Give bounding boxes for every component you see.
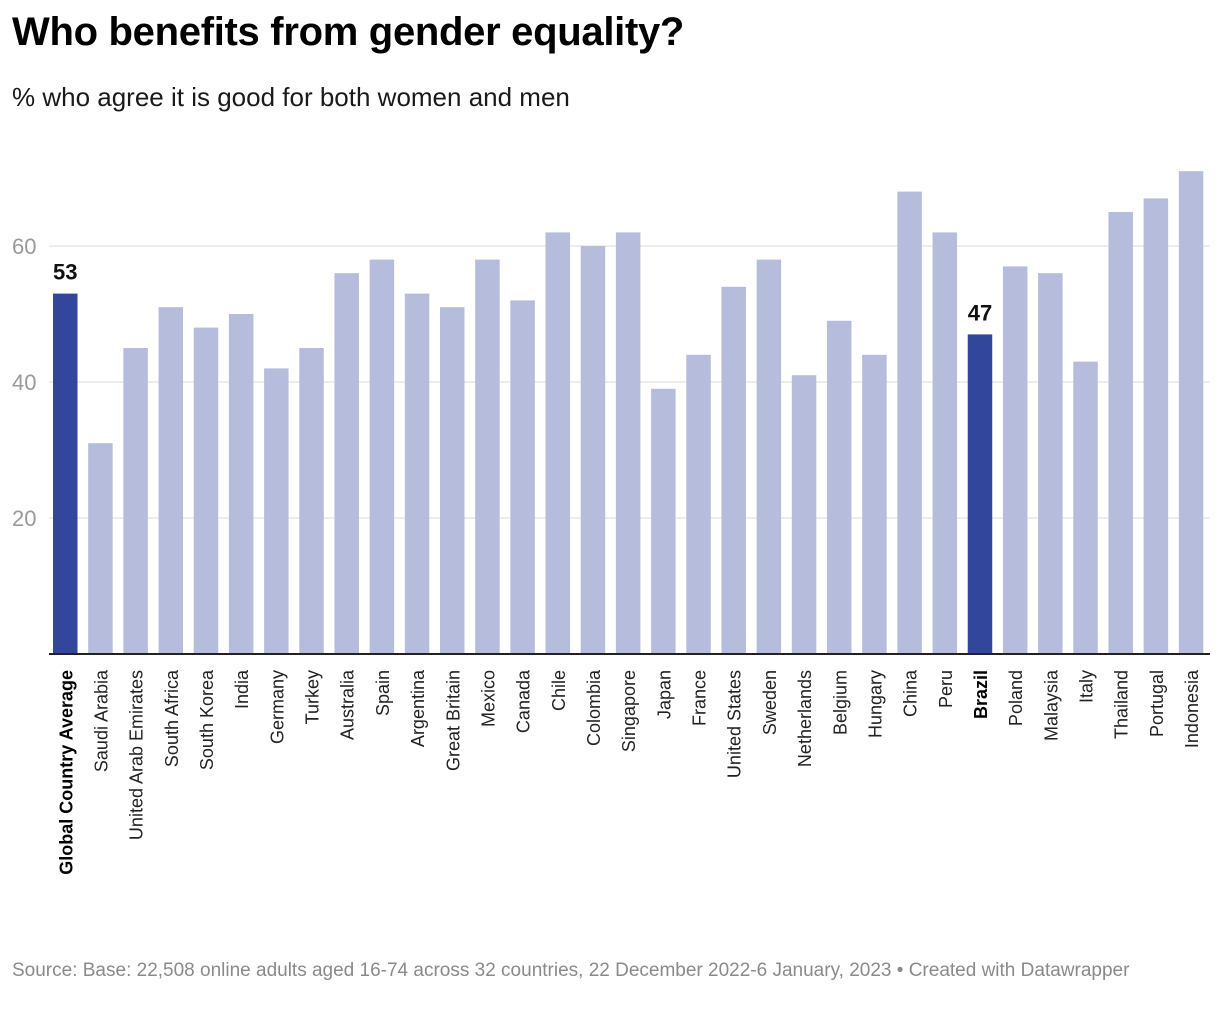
x-tick-label: Brazil — [971, 670, 991, 719]
credit-note: • Created with Datawrapper — [896, 960, 1130, 981]
x-tick-label: Germany — [267, 670, 287, 744]
bar-south-korea — [193, 327, 219, 654]
x-tick-label: Peru — [936, 670, 956, 708]
bar-colombia — [580, 246, 606, 654]
bar-mexico — [475, 259, 500, 654]
x-tick-label: France — [690, 670, 710, 726]
bar-thailand — [1108, 212, 1133, 654]
x-tick-label: Malaysia — [1041, 669, 1061, 741]
y-tick-label: 40 — [12, 370, 36, 395]
x-tick-label: Italy — [1077, 670, 1097, 703]
x-tick-label: Saudi Arabia — [91, 669, 111, 772]
x-tick-label: Belgium — [830, 670, 850, 735]
bar-great-britain — [440, 307, 465, 654]
bar-australia — [334, 273, 359, 654]
bar-singapore — [615, 232, 641, 654]
bar-india — [228, 314, 254, 654]
y-tick-label: 60 — [12, 234, 36, 259]
bar-canada — [510, 300, 535, 654]
x-tick-label: Thailand — [1112, 670, 1132, 739]
bar-turkey — [299, 348, 324, 654]
bar-netherlands — [791, 375, 817, 654]
x-tick-label: Sweden — [760, 670, 780, 735]
x-tick-label: Japan — [654, 670, 674, 719]
x-tick-label: Netherlands — [795, 670, 815, 767]
bar-china — [897, 191, 922, 654]
bar-sweden — [756, 259, 782, 654]
bar-peru — [932, 232, 958, 654]
bar-united-states — [721, 286, 746, 654]
x-tick-label: Chile — [549, 670, 569, 711]
bar-argentina — [404, 293, 430, 654]
x-tick-label: Global Country Average — [56, 670, 76, 875]
bar-indonesia — [1178, 171, 1204, 654]
x-tick-label: Portugal — [1147, 670, 1167, 737]
x-tick-label: China — [901, 669, 921, 717]
x-tick-label: Indonesia — [1182, 669, 1202, 748]
x-tick-label: United States — [725, 670, 745, 778]
chart-subtitle: % who agree it is good for both women an… — [12, 82, 570, 112]
data-label: 47 — [968, 300, 992, 325]
bar-portugal — [1143, 198, 1169, 654]
bar-united-arab-emirates — [123, 348, 148, 654]
x-tick-label: Colombia — [584, 669, 604, 746]
x-tick-label: Mexico — [478, 670, 498, 727]
x-tick-label: Singapore — [619, 670, 639, 752]
x-tick-label: India — [232, 669, 252, 709]
bar-spain — [369, 259, 395, 654]
bar-chile — [545, 232, 571, 654]
x-tick-label: Australia — [338, 669, 358, 740]
bars — [53, 171, 1204, 654]
bar-poland — [1002, 266, 1028, 654]
x-tick-label: Spain — [373, 670, 393, 716]
x-tick-label: Hungary — [865, 670, 885, 738]
bar-global-country-average — [53, 293, 78, 654]
bar-belgium — [827, 320, 852, 654]
x-tick-label: Turkey — [303, 670, 323, 724]
chart-title: Who benefits from gender equality? — [12, 10, 685, 54]
bar-italy — [1073, 361, 1098, 654]
bar-japan — [651, 388, 676, 654]
x-axis: Global Country Average Saudi Arabia United… — [49, 653, 1210, 875]
bar-brazil — [967, 334, 993, 654]
bar-hungary — [862, 354, 887, 654]
bar-france — [686, 354, 711, 654]
gridlines: 20 40 60 — [12, 234, 1210, 531]
bar-malaysia — [1038, 273, 1063, 654]
x-tick-label: Canada — [514, 669, 534, 733]
y-tick-label: 20 — [12, 506, 36, 531]
x-tick-label: Argentina — [408, 669, 428, 747]
bar-south-africa — [158, 307, 184, 654]
data-label: 53 — [53, 260, 77, 285]
bar-chart: 20 40 60 53 47 Global Country Average Saudi … — [12, 171, 1210, 875]
source-note: Source: Base: 22,508 online adults aged … — [12, 960, 892, 981]
bar-saudi-arabia — [88, 443, 113, 654]
x-tick-label: South Africa — [162, 669, 182, 767]
footer: Source: Base: 22,508 online adults aged … — [12, 958, 1192, 984]
x-tick-label: Poland — [1006, 670, 1026, 726]
data-labels: 53 47 — [53, 260, 992, 326]
x-tick-label: South Korea — [197, 669, 217, 770]
bar-germany — [264, 368, 289, 654]
x-tick-label: United Arab Emirates — [127, 670, 147, 840]
x-tick-label: Great Britain — [443, 670, 463, 771]
